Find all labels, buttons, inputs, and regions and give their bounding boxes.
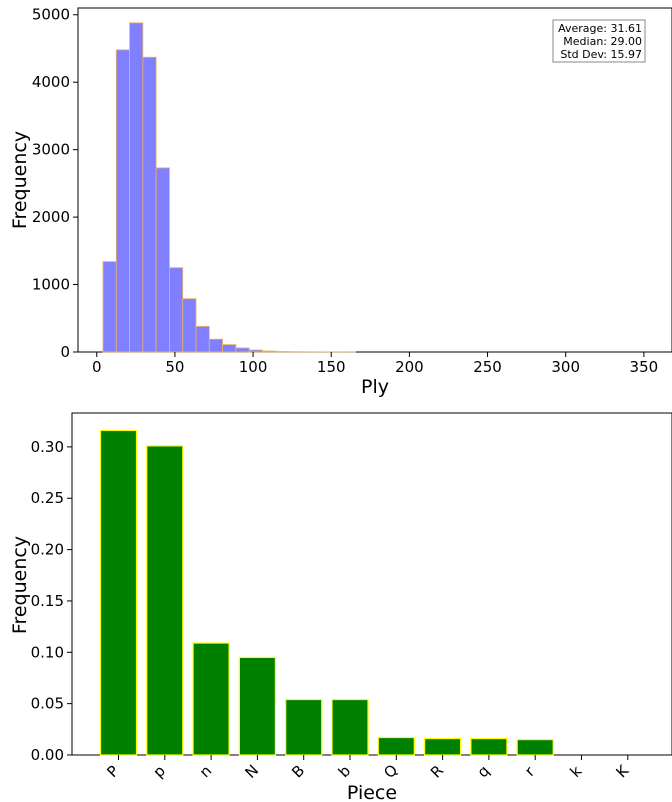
x-tick-label: K (612, 761, 633, 782)
histogram-bar (235, 347, 250, 353)
piece-bar (516, 738, 554, 756)
ply-histogram-chart: 0 50 100 150 200 250 300 350 0 1000 2000 3000 4000 5… (9, 6, 672, 398)
histogram-bar (208, 338, 223, 353)
y-tick-label: 0.20 (31, 541, 64, 559)
stats-box: Average: 31.61 Median: 29.00 Std Dev: 15… (552, 19, 646, 63)
histogram-bar (222, 344, 237, 353)
piece-frequency-x-axis-label: Piece (347, 782, 397, 802)
histogram-bar (248, 349, 263, 353)
histogram-bar (169, 267, 184, 353)
ply-histogram-bars (102, 22, 356, 353)
x-tick-label: 150 (317, 358, 346, 376)
x-tick-label: 50 (165, 358, 184, 376)
x-tick-label: N (242, 761, 263, 782)
x-tick-label: q (474, 762, 493, 781)
piece-bar (99, 429, 138, 756)
stats-std-dev: Std Dev: 15.97 (560, 48, 642, 61)
x-tick-label: 350 (630, 358, 659, 376)
ply-histogram-x-axis-label: Ply (361, 376, 389, 398)
piece-bar (331, 698, 369, 756)
piece-bar (238, 656, 276, 756)
x-tick-label: r (521, 762, 539, 780)
histogram-bar (262, 350, 277, 353)
y-tick-label: 0.05 (31, 695, 64, 713)
histogram-bar (182, 298, 197, 353)
y-tick-label: 0.15 (31, 592, 64, 610)
piece-bar (146, 445, 184, 756)
y-tick-label: 0.25 (31, 489, 64, 507)
y-tick-label: 0.00 (31, 746, 64, 764)
y-tick-label: 0.30 (31, 438, 64, 456)
histogram-bar (155, 167, 170, 353)
x-tick-label: 100 (239, 358, 268, 376)
y-tick-label: 5000 (32, 6, 70, 24)
piece-bar (285, 698, 323, 756)
histogram-bar (195, 325, 210, 353)
x-tick-label: 0 (92, 358, 102, 376)
x-tick-label: n (196, 762, 215, 781)
y-tick-label: 0 (60, 343, 70, 361)
ply-histogram-y-axis-label: Frequency (9, 131, 31, 229)
histogram-bar (275, 351, 290, 353)
histogram-bar (142, 56, 157, 353)
stats-average: Average: 31.61 (558, 22, 642, 35)
histogram-bar (129, 22, 144, 353)
piece-frequency-bars (99, 429, 554, 756)
piece-bar (424, 737, 462, 756)
y-tick-label: 2000 (32, 208, 70, 226)
y-tick-label: 4000 (32, 73, 70, 91)
piece-bar (192, 642, 230, 756)
histogram-bar (115, 49, 130, 353)
x-tick-label: b (335, 762, 354, 781)
x-tick-label: 200 (395, 358, 424, 376)
ply-histogram-y-ticks: 0 1000 2000 3000 4000 5000 (32, 6, 78, 361)
x-tick-label: p (150, 762, 169, 781)
y-tick-label: 1000 (32, 276, 70, 294)
x-tick-label: P (103, 762, 122, 781)
x-tick-label: k (567, 762, 586, 781)
piece-bar (377, 736, 415, 756)
piece-frequency-y-ticks: 0.00 0.05 0.10 0.15 0.20 0.25 0.30 (31, 438, 72, 764)
x-tick-label: R (427, 761, 447, 781)
x-tick-label: Q (380, 761, 401, 782)
y-tick-label: 3000 (32, 141, 70, 159)
histogram-bar (102, 261, 117, 353)
x-tick-label: 300 (551, 358, 580, 376)
piece-bar (470, 737, 508, 756)
piece-frequency-y-axis-label: Frequency (9, 536, 31, 634)
x-tick-label: 250 (473, 358, 502, 376)
stats-median: Median: 29.00 (563, 35, 642, 48)
y-tick-label: 0.10 (31, 643, 64, 661)
x-tick-label: B (288, 761, 308, 781)
stats-box-frame (552, 19, 646, 63)
ply-histogram-x-ticks: 0 50 100 150 200 250 300 350 (92, 352, 658, 376)
